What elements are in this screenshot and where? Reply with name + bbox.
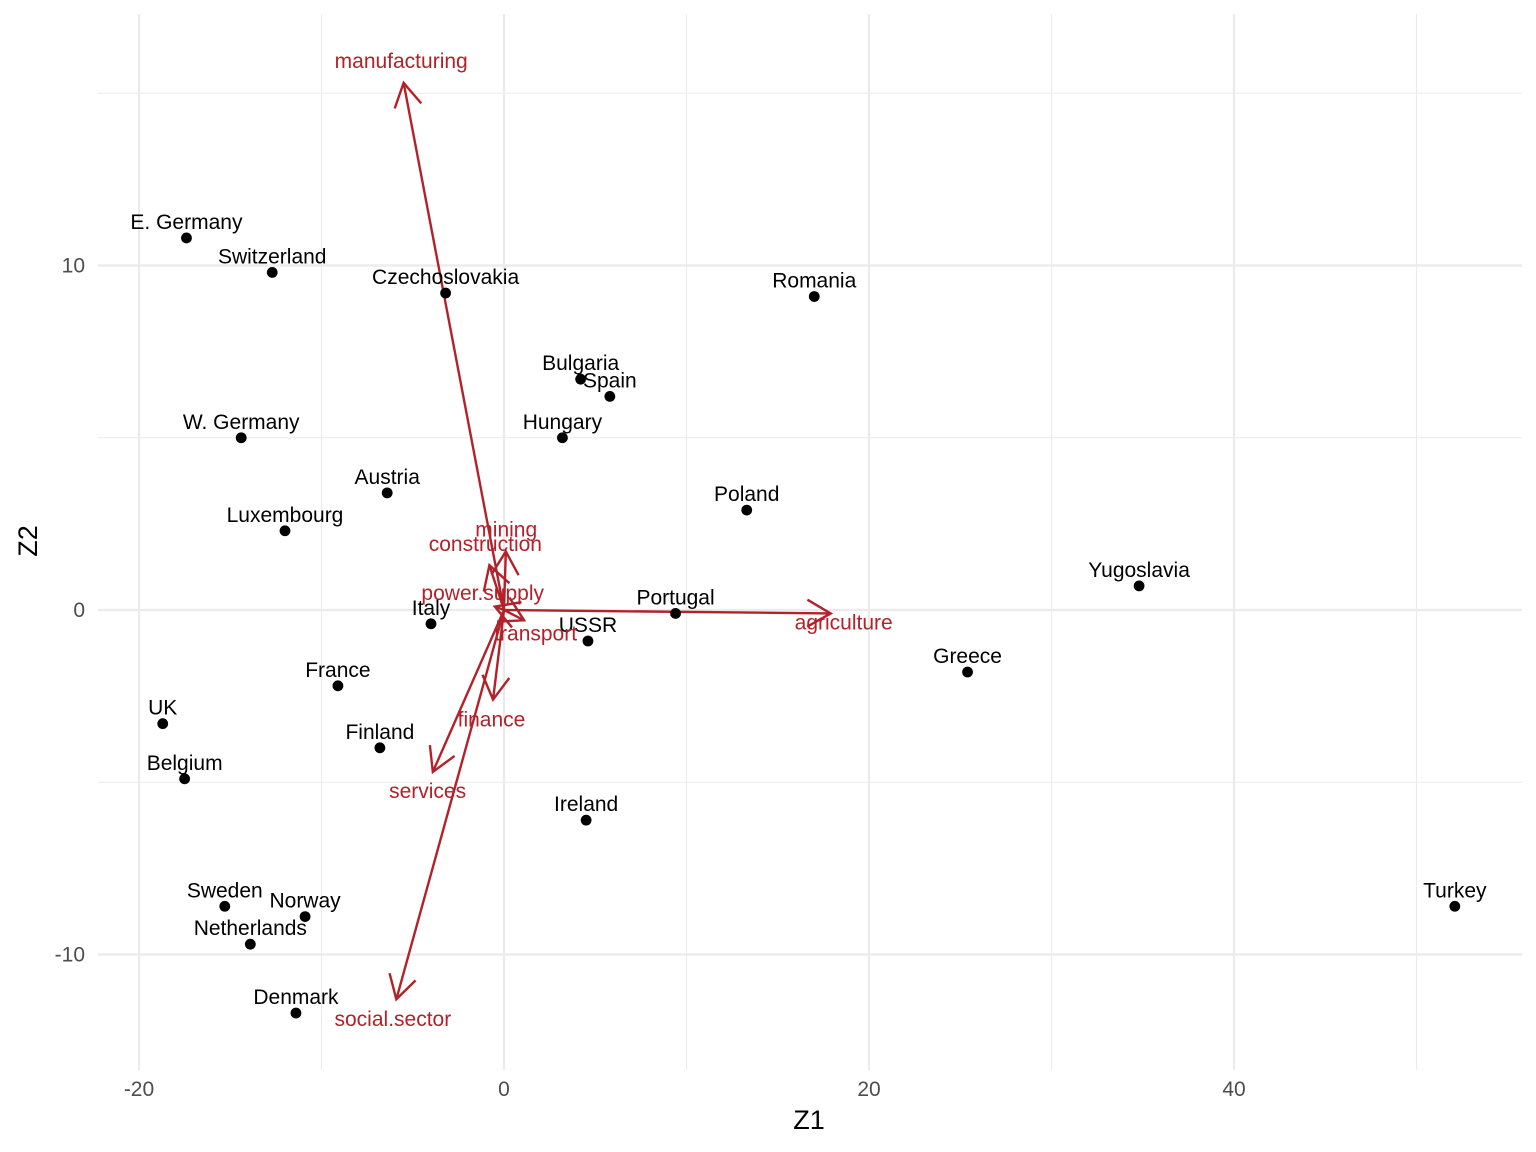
data-point [179, 773, 191, 785]
loading-label: construction [429, 533, 542, 556]
loading-arrow-construction [482, 562, 511, 611]
point-label: Spain [583, 369, 637, 392]
point-label: UK [148, 697, 177, 720]
point-label: USSR [559, 614, 617, 637]
loading-label: power.supply [421, 582, 544, 605]
x-axis-ticks: -20 0 20 40 [124, 1078, 1246, 1101]
x-tick-label: 0 [498, 1078, 510, 1101]
loading-arrows [388, 80, 834, 1002]
data-point [670, 608, 681, 619]
point-label: Norway [269, 890, 341, 913]
point-label: Luxembourg [227, 504, 344, 527]
x-tick-label: -20 [124, 1078, 154, 1101]
x-axis-title: Z1 [793, 1105, 825, 1135]
loading-arrow-agriculture [503, 598, 834, 628]
data-point [244, 938, 256, 950]
data-point [582, 635, 594, 647]
data-point [290, 1007, 302, 1019]
point-label: Italy [412, 597, 451, 620]
loading-label: services [389, 780, 466, 803]
point-label: Austria [355, 466, 421, 489]
data-point [808, 291, 820, 302]
loading-label: transport [494, 622, 577, 645]
point-label: Netherlands [194, 917, 307, 940]
data-point [580, 814, 592, 826]
point-label: Sweden [187, 879, 263, 902]
loading-arrow-transport [497, 596, 527, 623]
loading-label: social.sector [335, 1008, 452, 1031]
y-axis-title: Z2 [13, 525, 43, 557]
point-label: Romania [772, 270, 856, 293]
data-point [332, 680, 344, 692]
loading-arrow-finance [481, 609, 511, 702]
x-tick-label: 40 [1222, 1078, 1245, 1101]
y-axis-ticks: -10 0 10 [55, 255, 85, 967]
data-point [575, 373, 587, 385]
data-point [279, 525, 291, 537]
data-point [157, 718, 169, 730]
data-point [557, 432, 568, 444]
point-label: Ireland [554, 793, 618, 816]
data-point [266, 266, 278, 278]
point-label: Greece [933, 645, 1002, 668]
y-tick-label: -10 [55, 944, 85, 967]
data-point [374, 742, 386, 754]
data-point [299, 911, 311, 923]
grid-lines [98, 14, 1522, 1070]
point-label: E. Germany [130, 211, 243, 234]
data-point [1449, 900, 1461, 912]
point-label: Hungary [523, 411, 603, 434]
point-label: Poland [714, 483, 779, 506]
data-point [604, 391, 616, 402]
loading-labels: manufacturing agriculture social.sector ser… [335, 50, 893, 1031]
point-labels: E. Germany Switzerland Czechoslovakia Roman… [130, 211, 1487, 1009]
point-label: France [305, 659, 370, 682]
loading-arrow-social-sector [388, 609, 506, 1002]
y-tick-label: 0 [73, 599, 85, 622]
data-point [1133, 580, 1145, 592]
point-label: Denmark [253, 986, 339, 1009]
point-label: Turkey [1423, 879, 1487, 902]
data-point [181, 232, 192, 244]
point-label: Yugoslavia [1088, 559, 1190, 582]
point-label: Switzerland [218, 245, 327, 268]
data-point [440, 287, 451, 299]
point-label: Portugal [636, 586, 714, 609]
data-point [962, 666, 973, 678]
loading-label: manufacturing [335, 50, 468, 73]
point-label: Bulgaria [542, 352, 619, 375]
point-label: W. Germany [183, 411, 300, 434]
x-tick-label: 20 [857, 1078, 880, 1101]
loading-label: finance [458, 708, 526, 731]
loading-label: mining [475, 518, 537, 541]
loading-arrow-services [428, 609, 506, 775]
point-label: Belgium [147, 752, 223, 775]
loading-arrow-manufacturing [393, 80, 506, 611]
point-label: Finland [345, 721, 414, 744]
data-point [219, 900, 231, 912]
data-point [381, 487, 393, 499]
point-label: Czechoslovakia [372, 266, 519, 289]
data-point [425, 618, 437, 630]
data-point [235, 432, 247, 444]
y-tick-label: 10 [62, 255, 85, 278]
loading-label: agriculture [795, 612, 893, 635]
data-point [741, 504, 753, 516]
data-points [157, 232, 1461, 1019]
